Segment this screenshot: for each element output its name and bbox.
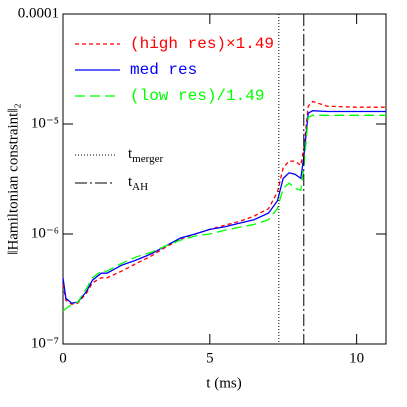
y-tick-label: 0.0001 xyxy=(18,5,59,21)
series-line xyxy=(62,114,386,312)
legend-subscript: AH xyxy=(132,181,148,193)
x-tick-label: 10 xyxy=(349,350,364,366)
legend-label: t xyxy=(128,146,133,162)
legend-subscript: merger xyxy=(132,153,163,165)
legend-label: med res xyxy=(130,61,197,79)
legend-label: tAH xyxy=(128,174,148,192)
y-tick-label: 10⁻⁷ xyxy=(31,335,59,351)
x-tick-label: 0 xyxy=(59,350,67,366)
legend-label: tmerger xyxy=(128,146,163,164)
x-tick-label: 5 xyxy=(206,350,214,366)
x-axis-label: t (ms) xyxy=(206,375,241,391)
series-line xyxy=(62,110,386,304)
y-axis-label: ‖Hamiltonian constraint‖₂ xyxy=(5,103,21,255)
legend-label: (high res)×1.49 xyxy=(130,35,274,53)
series-line xyxy=(62,100,386,305)
y-tick-label: 10⁻⁵ xyxy=(31,115,59,131)
plot-frame xyxy=(62,13,387,345)
legend-label: (low res)/1.49 xyxy=(130,87,264,105)
legend-label: t xyxy=(128,174,133,190)
y-tick-label: 10⁻⁶ xyxy=(31,225,59,241)
